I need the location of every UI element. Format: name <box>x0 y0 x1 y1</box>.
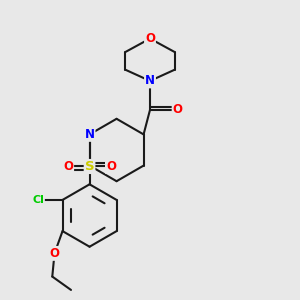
Text: N: N <box>145 74 155 87</box>
Text: N: N <box>85 128 94 141</box>
Text: S: S <box>85 160 94 173</box>
Text: O: O <box>106 160 116 173</box>
Text: O: O <box>63 160 73 173</box>
Text: O: O <box>145 32 155 45</box>
Text: O: O <box>50 247 59 260</box>
Text: Cl: Cl <box>32 195 44 205</box>
Text: O: O <box>172 103 183 116</box>
